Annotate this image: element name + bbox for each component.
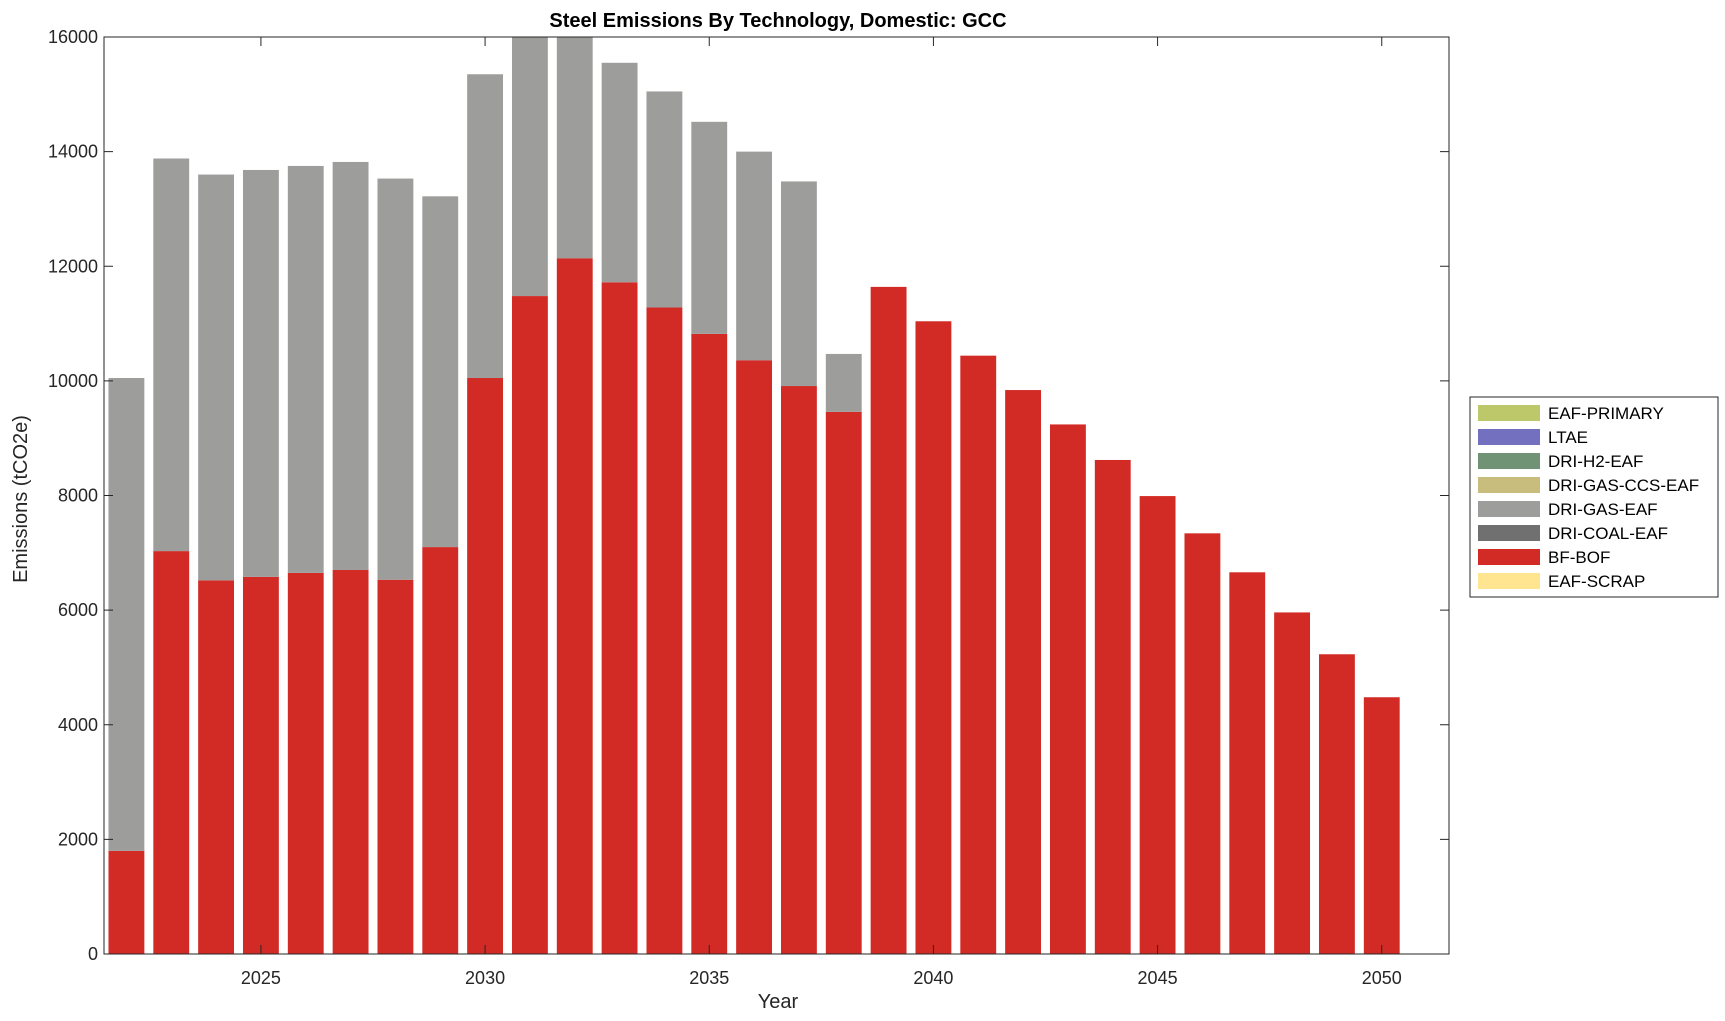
bar-bf-bof-2039 xyxy=(870,286,907,954)
legend-swatch-dri-gas-eaf xyxy=(1478,501,1540,517)
bar-dri-gas-eaf-2029 xyxy=(422,196,459,548)
bar-bf-bof-2035 xyxy=(691,333,728,954)
bar-bf-bof-2033 xyxy=(601,282,638,954)
legend-label-dri-gas-eaf: DRI-GAS-EAF xyxy=(1548,500,1658,519)
bar-bf-bof-2024 xyxy=(198,580,235,954)
legend-swatch-dri-gas-ccs-eaf xyxy=(1478,477,1540,493)
bar-bf-bof-2042 xyxy=(1005,390,1042,954)
legend-label-bf-bof: BF-BOF xyxy=(1548,548,1610,567)
legend-label-dri-h2-eaf: DRI-H2-EAF xyxy=(1548,452,1643,471)
bars-group xyxy=(108,37,1400,954)
legend-swatch-eaf-scrap xyxy=(1478,573,1540,589)
bar-dri-gas-eaf-2023 xyxy=(153,158,190,552)
legend: EAF-PRIMARY LTAE DRI-H2-EAF DRI-GAS-CCS-EAF… xyxy=(1469,396,1719,598)
legend-label-dri-coal-eaf: DRI-COAL-EAF xyxy=(1548,524,1668,543)
bar-bf-bof-2050 xyxy=(1363,697,1400,954)
legend-swatch-ltae xyxy=(1478,429,1540,445)
bar-bf-bof-2043 xyxy=(1049,424,1086,954)
bar-dri-gas-eaf-2037 xyxy=(780,181,817,387)
bar-bf-bof-2049 xyxy=(1318,654,1355,954)
bar-bf-bof-2037 xyxy=(780,386,817,954)
y-tick-label: 2000 xyxy=(58,829,98,849)
y-tick-label: 6000 xyxy=(58,600,98,620)
legend-label-eaf-primary: EAF-PRIMARY xyxy=(1548,404,1664,423)
legend-label-eaf-scrap: EAF-SCRAP xyxy=(1548,572,1645,591)
chart-title: Steel Emissions By Technology, Domestic:… xyxy=(549,10,1006,32)
x-tick-label: 2050 xyxy=(1362,968,1402,988)
bar-bf-bof-2047 xyxy=(1229,572,1266,954)
plot-area xyxy=(104,37,1449,954)
bar-bf-bof-2022 xyxy=(108,850,145,954)
legend-swatch-eaf-primary xyxy=(1478,405,1540,421)
bar-dri-gas-eaf-2035 xyxy=(691,121,728,334)
bar-dri-gas-eaf-2024 xyxy=(198,174,235,581)
bar-bf-bof-2030 xyxy=(467,378,504,954)
legend-swatch-dri-coal-eaf xyxy=(1478,525,1540,541)
axes-group: 2025 2030 2035 2040 2045 2050 0 2000 4000 6000 800… xyxy=(48,27,1450,988)
bar-dri-gas-eaf-2026 xyxy=(287,165,324,573)
bar-bf-bof-2046 xyxy=(1184,533,1221,954)
bar-dri-gas-eaf-2028 xyxy=(377,178,414,580)
bar-bf-bof-2048 xyxy=(1274,612,1311,954)
bar-dri-gas-eaf-2033 xyxy=(601,62,638,283)
bar-bf-bof-2038 xyxy=(825,411,862,954)
x-axis-label: Year xyxy=(758,991,799,1013)
x-tick-label: 2035 xyxy=(689,968,729,988)
x-tick-label: 2040 xyxy=(913,968,953,988)
bar-bf-bof-2034 xyxy=(646,307,683,954)
bar-bf-bof-2031 xyxy=(511,296,548,954)
legend-box xyxy=(1469,396,1719,598)
bar-bf-bof-2041 xyxy=(960,355,997,954)
y-tick-label: 14000 xyxy=(48,142,98,162)
bar-dri-gas-eaf-2038 xyxy=(825,353,862,412)
y-tick-label: 4000 xyxy=(58,715,98,735)
bar-dri-gas-eaf-2031 xyxy=(511,37,548,297)
y-tick-label: 8000 xyxy=(58,486,98,506)
bar-bf-bof-2026 xyxy=(287,572,324,954)
bar-dri-gas-eaf-2030 xyxy=(467,74,504,379)
legend-label-dri-gas-ccs-eaf: DRI-GAS-CCS-EAF xyxy=(1548,476,1699,495)
bar-bf-bof-2025 xyxy=(242,576,279,954)
legend-label-ltae: LTAE xyxy=(1548,428,1588,447)
bar-bf-bof-2023 xyxy=(153,551,190,954)
x-tick-label: 2025 xyxy=(241,968,281,988)
bar-bf-bof-2040 xyxy=(915,321,952,954)
bar-dri-gas-eaf-2036 xyxy=(736,151,773,361)
bar-bf-bof-2045 xyxy=(1139,496,1176,954)
bar-bf-bof-2029 xyxy=(422,547,459,954)
bar-bf-bof-2027 xyxy=(332,570,369,954)
y-tick-label: 10000 xyxy=(48,371,98,391)
bar-bf-bof-2036 xyxy=(736,360,773,954)
y-tick-label: 12000 xyxy=(48,256,98,276)
y-tick-label: 16000 xyxy=(48,27,98,47)
bar-dri-gas-eaf-2032 xyxy=(556,37,593,259)
bar-bf-bof-2028 xyxy=(377,579,414,954)
plot-background xyxy=(104,37,1449,954)
bar-dri-gas-eaf-2022 xyxy=(108,378,145,851)
x-tick-label: 2045 xyxy=(1138,968,1178,988)
bar-dri-gas-eaf-2034 xyxy=(646,91,683,308)
bar-bf-bof-2032 xyxy=(556,258,593,954)
y-axis-label: Emissions (tCO2e) xyxy=(10,415,32,583)
x-tick-label: 2030 xyxy=(465,968,505,988)
y-tick-label: 0 xyxy=(88,944,98,964)
bar-bf-bof-2044 xyxy=(1094,459,1131,954)
legend-swatch-bf-bof xyxy=(1478,549,1540,565)
bar-dri-gas-eaf-2027 xyxy=(332,161,369,571)
legend-swatch-dri-h2-eaf xyxy=(1478,453,1540,469)
bar-dri-gas-eaf-2025 xyxy=(242,169,279,577)
